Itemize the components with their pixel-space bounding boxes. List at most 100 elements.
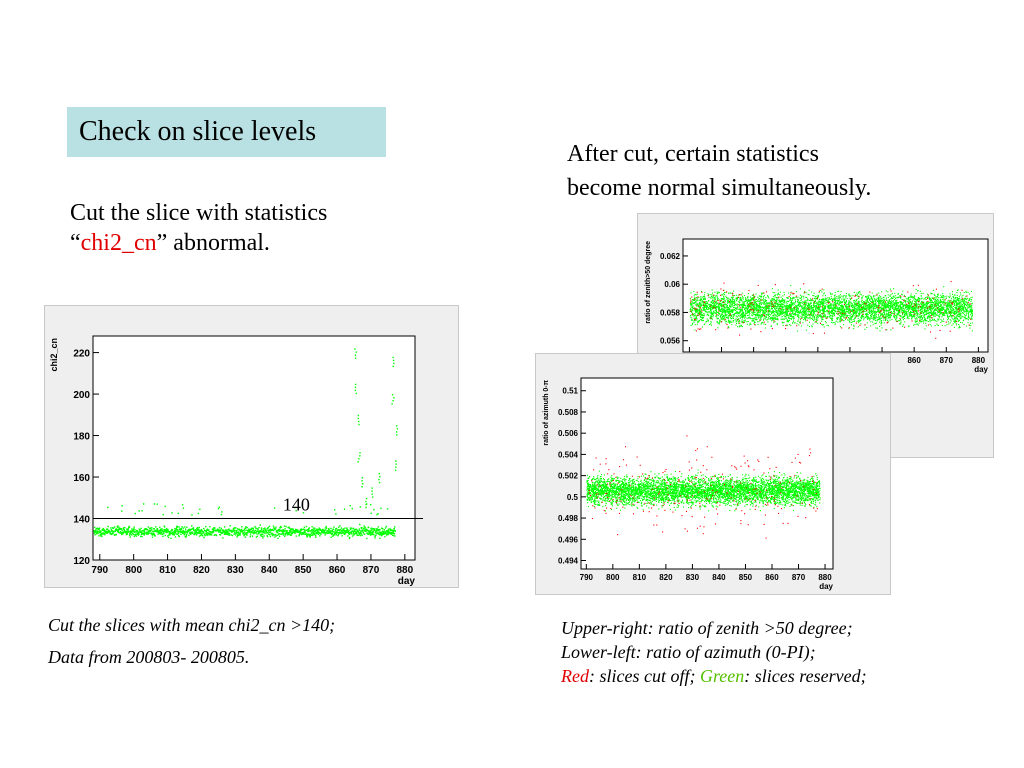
- reserved-slice-point: [874, 300, 876, 302]
- reserved-slice-point: [946, 308, 948, 310]
- reserved-slice-point: [784, 313, 786, 315]
- reserved-slice-point: [908, 326, 910, 328]
- data-point: [386, 534, 388, 536]
- data-point: [97, 531, 99, 533]
- reserved-slice-point: [730, 300, 732, 303]
- data-point: [116, 528, 118, 531]
- reserved-slice-point: [897, 303, 899, 305]
- reserved-slice-point: [834, 308, 836, 310]
- data-point: [113, 526, 116, 528]
- reserved-slice-point: [825, 299, 828, 302]
- reserved-slice-point: [779, 307, 781, 309]
- data-point: [356, 534, 359, 537]
- reserved-slice-point: [777, 318, 779, 320]
- reserved-slice-point: [956, 302, 958, 304]
- data-point: [150, 527, 152, 529]
- reserved-slice-point: [854, 313, 856, 315]
- outlier-point: [395, 425, 398, 427]
- data-point: [325, 525, 328, 528]
- reserved-slice-point: [751, 307, 753, 309]
- reserved-slice-point: [801, 316, 803, 319]
- data-point: [169, 530, 171, 533]
- reserved-slice-point: [719, 315, 722, 317]
- reserved-slice-point: [829, 301, 831, 303]
- reserved-slice-point: [959, 316, 961, 318]
- data-point: [139, 531, 142, 534]
- data-point: [331, 530, 334, 533]
- reserved-slice-point: [920, 302, 922, 304]
- data-point: [393, 532, 396, 535]
- data-point: [333, 509, 336, 511]
- reserved-slice-point: [908, 306, 910, 308]
- reserved-slice-point: [849, 318, 851, 320]
- reserved-slice-point: [835, 303, 837, 305]
- reserved-slice-point: [769, 310, 771, 312]
- reserved-slice-point: [840, 313, 843, 316]
- data-point: [313, 527, 315, 529]
- reserved-slice-point: [918, 322, 920, 324]
- reserved-slice-point: [900, 296, 902, 298]
- reserved-slice-point: [873, 316, 875, 318]
- reserved-slice-point: [742, 311, 744, 313]
- data-point: [372, 528, 375, 530]
- reserved-slice-point: [700, 314, 702, 316]
- reserved-slice-point: [885, 306, 887, 308]
- data-point: [367, 530, 369, 532]
- reserved-slice-point: [734, 309, 737, 312]
- reserved-slice-point: [909, 312, 911, 314]
- data-point: [353, 530, 356, 533]
- reserved-slice-point: [931, 312, 933, 315]
- reserved-slice-point: [781, 322, 784, 324]
- reserved-slice-point: [725, 303, 727, 305]
- reserved-slice-point: [882, 300, 884, 302]
- reserved-slice-point: [952, 297, 955, 299]
- reserved-slice-point: [894, 317, 896, 319]
- reserved-slice-point: [724, 299, 726, 301]
- data-point: [309, 533, 312, 536]
- data-point: [139, 535, 142, 538]
- reserved-slice-point: [963, 323, 965, 326]
- data-point: [348, 533, 351, 536]
- reserved-slice-point: [783, 314, 785, 317]
- data-point: [206, 528, 209, 530]
- data-point: [226, 529, 229, 531]
- reserved-slice-point: [721, 314, 723, 316]
- data-point: [309, 535, 311, 537]
- data-point: [99, 531, 102, 533]
- reserved-slice-point: [818, 298, 821, 300]
- reserved-slice-point: [855, 300, 857, 302]
- reserved-slice-point: [931, 293, 933, 295]
- data-point: [211, 529, 214, 531]
- reserved-slice-point: [817, 294, 819, 296]
- reserved-slice-point: [711, 308, 714, 310]
- reserved-slice-point: [828, 313, 831, 315]
- reserved-slice-point: [742, 316, 744, 318]
- reserved-slice-point: [824, 307, 826, 309]
- data-point: [183, 533, 186, 536]
- data-point: [196, 526, 199, 529]
- data-point: [99, 534, 102, 536]
- reserved-slice-point: [913, 299, 915, 301]
- reserved-slice-point: [969, 303, 971, 305]
- reserved-slice-point: [859, 305, 861, 307]
- data-point: [306, 535, 309, 537]
- reserved-slice-point: [780, 314, 782, 316]
- reserved-slice-point: [896, 299, 898, 301]
- reserved-slice-point: [783, 311, 785, 314]
- reserved-slice-point: [898, 311, 900, 313]
- data-point: [179, 528, 181, 530]
- reserved-slice-point: [902, 325, 904, 327]
- reserved-slice-point: [757, 309, 759, 311]
- data-point: [176, 529, 179, 531]
- data-point: [305, 525, 308, 528]
- reserved-slice-point: [806, 317, 808, 319]
- reserved-slice-point: [887, 314, 890, 316]
- data-point: [327, 532, 329, 534]
- reserved-slice-point: [773, 318, 775, 320]
- data-point: [156, 528, 159, 530]
- reserved-slice-point: [781, 307, 784, 309]
- data-point: [231, 534, 234, 537]
- reserved-slice-point: [809, 316, 811, 318]
- reserved-slice-point: [855, 316, 857, 318]
- reserved-slice-point: [902, 310, 905, 313]
